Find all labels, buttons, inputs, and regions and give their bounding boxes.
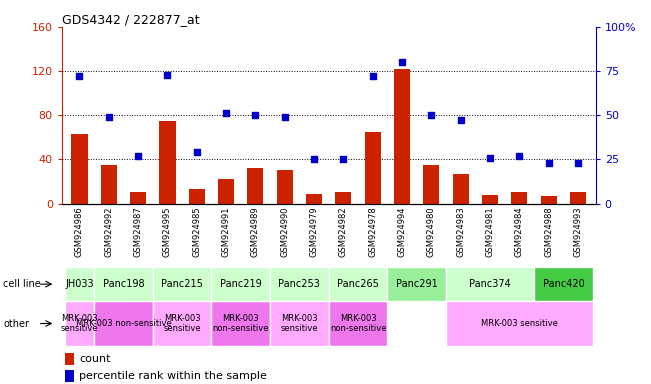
- Bar: [387, 267, 446, 301]
- Bar: [189, 189, 205, 204]
- Point: [514, 153, 525, 159]
- Bar: [541, 196, 557, 204]
- Bar: [270, 301, 329, 346]
- Bar: [482, 195, 498, 204]
- Text: Panc253: Panc253: [279, 279, 320, 289]
- Point: [309, 156, 319, 162]
- Text: Panc374: Panc374: [469, 279, 511, 289]
- Point: [250, 112, 260, 118]
- Point: [74, 73, 85, 79]
- Text: Panc265: Panc265: [337, 279, 379, 289]
- Point: [544, 160, 554, 166]
- Bar: [64, 370, 74, 382]
- Bar: [511, 192, 527, 204]
- Text: Panc215: Panc215: [161, 279, 203, 289]
- Bar: [218, 179, 234, 204]
- Point: [104, 114, 114, 120]
- Bar: [534, 267, 592, 301]
- Bar: [159, 121, 176, 204]
- Bar: [101, 165, 117, 204]
- Bar: [153, 301, 212, 346]
- Text: MRK-003
sensitive: MRK-003 sensitive: [281, 314, 318, 333]
- Bar: [329, 301, 387, 346]
- Text: count: count: [79, 354, 111, 364]
- Point: [279, 114, 290, 120]
- Bar: [65, 267, 94, 301]
- Bar: [130, 192, 146, 204]
- Text: cell line: cell line: [3, 279, 41, 289]
- Bar: [212, 301, 270, 346]
- Bar: [277, 170, 293, 204]
- Point: [573, 160, 583, 166]
- Text: MRK-003 sensitive: MRK-003 sensitive: [481, 319, 558, 328]
- Bar: [72, 134, 87, 204]
- Bar: [452, 174, 469, 204]
- Bar: [270, 267, 329, 301]
- Text: percentile rank within the sample: percentile rank within the sample: [79, 371, 267, 381]
- Bar: [446, 301, 592, 346]
- Bar: [65, 301, 94, 346]
- Text: MRK-003
non-sensitive: MRK-003 non-sensitive: [330, 314, 386, 333]
- Bar: [212, 267, 270, 301]
- Bar: [365, 132, 381, 204]
- Text: MRK-003
sensitive: MRK-003 sensitive: [61, 314, 98, 333]
- Text: Panc219: Panc219: [220, 279, 262, 289]
- Point: [162, 71, 173, 78]
- Text: Panc291: Panc291: [396, 279, 437, 289]
- Bar: [247, 168, 264, 204]
- Point: [485, 154, 495, 161]
- Text: Panc198: Panc198: [103, 279, 145, 289]
- Text: MRK-003
non-sensitive: MRK-003 non-sensitive: [212, 314, 269, 333]
- Point: [397, 59, 408, 65]
- Bar: [64, 353, 74, 365]
- Text: MRK-003 non-sensitive: MRK-003 non-sensitive: [76, 319, 171, 328]
- Bar: [394, 69, 410, 204]
- Point: [426, 112, 437, 118]
- Bar: [94, 267, 153, 301]
- Bar: [446, 267, 534, 301]
- Bar: [335, 192, 352, 204]
- Point: [221, 110, 231, 116]
- Bar: [94, 301, 153, 346]
- Point: [339, 156, 349, 162]
- Point: [191, 149, 202, 156]
- Point: [133, 153, 143, 159]
- Bar: [329, 267, 387, 301]
- Text: GDS4342 / 222877_at: GDS4342 / 222877_at: [62, 13, 199, 26]
- Bar: [570, 192, 586, 204]
- Text: JH033: JH033: [65, 279, 94, 289]
- Point: [456, 118, 466, 124]
- Text: Panc420: Panc420: [542, 279, 585, 289]
- Point: [368, 73, 378, 79]
- Text: MRK-003
sensitive: MRK-003 sensitive: [163, 314, 201, 333]
- Bar: [423, 165, 439, 204]
- Text: other: other: [3, 318, 29, 329]
- Bar: [306, 194, 322, 204]
- Bar: [153, 267, 212, 301]
